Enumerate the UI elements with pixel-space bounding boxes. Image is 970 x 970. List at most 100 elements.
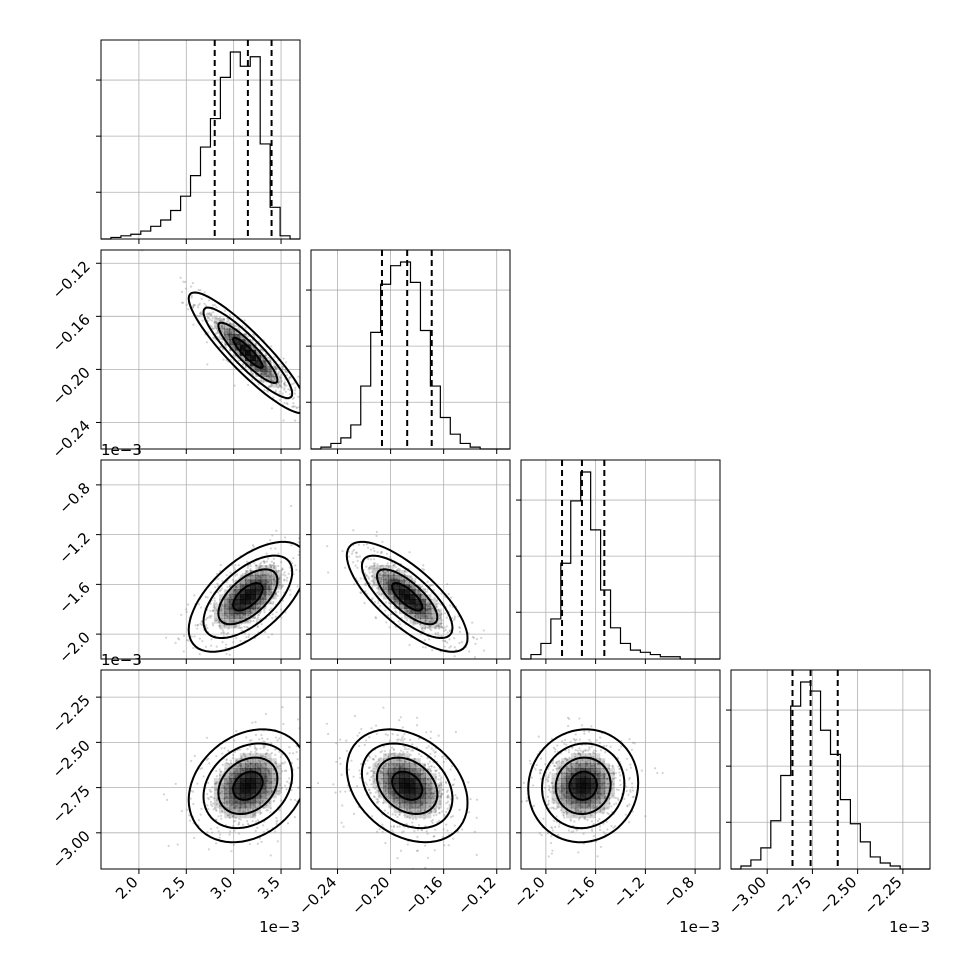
density-cell: [224, 778, 230, 784]
sample-point: [278, 792, 281, 795]
density-cell: [239, 603, 246, 610]
sample-point: [206, 315, 209, 318]
sample-point: [200, 297, 203, 300]
sample-point: [220, 604, 224, 607]
sample-point: [205, 341, 209, 344]
sample-point: [262, 602, 265, 605]
sample-point: [458, 808, 461, 811]
sample-point: [237, 764, 240, 767]
density-cell: [570, 768, 577, 774]
sample-point: [387, 763, 391, 766]
sample-point: [275, 529, 278, 532]
sample-point: [237, 809, 240, 812]
density-group: [551, 753, 615, 819]
sample-point: [275, 816, 278, 820]
sample-point: [565, 765, 569, 769]
sample-point: [394, 610, 397, 613]
sample-point: [274, 736, 277, 739]
density-cell: [393, 807, 400, 814]
sample-point: [416, 835, 419, 839]
sample-point: [428, 627, 432, 631]
sample-point: [250, 569, 253, 573]
density-cell: [609, 768, 615, 774]
sample-point: [190, 296, 193, 299]
sample-point: [245, 805, 248, 808]
sample-point: [288, 746, 291, 749]
sample-point: [239, 806, 242, 809]
sample-point: [372, 558, 376, 561]
sample-point: [579, 752, 582, 756]
sample-point: [214, 586, 217, 589]
sample-point: [373, 795, 376, 798]
sample-point: [233, 805, 236, 808]
sample-point: [238, 802, 241, 806]
sample-point: [578, 738, 581, 741]
sample-point: [434, 828, 437, 831]
density-cell: [551, 773, 557, 779]
sample-point: [471, 636, 475, 639]
sample-point: [241, 363, 244, 366]
sample-point: [423, 809, 426, 812]
sample-point: [546, 779, 550, 782]
sample-point: [599, 771, 602, 774]
sample-point: [447, 794, 450, 797]
sample-point: [386, 773, 389, 776]
sample-point: [343, 566, 347, 569]
sample-point: [602, 744, 606, 748]
sample-point: [403, 569, 407, 572]
sample-point: [629, 789, 632, 792]
density-cell: [393, 773, 400, 779]
density-cell: [250, 788, 256, 794]
sample-point: [251, 378, 254, 381]
sample-point: [203, 302, 206, 305]
sample-point: [590, 745, 593, 748]
sample-point: [305, 568, 307, 570]
density-cell: [570, 783, 577, 789]
sample-point: [192, 802, 195, 806]
density-cell: [425, 773, 432, 779]
sample-point: [197, 288, 200, 292]
sample-point: [393, 574, 396, 577]
density-cell: [250, 594, 256, 600]
sample-point: [400, 737, 403, 740]
sample-point: [223, 318, 226, 321]
sample-point: [269, 547, 273, 550]
sample-point: [269, 563, 272, 566]
density-cell: [260, 797, 267, 804]
sample-point: [452, 618, 456, 622]
density-cell: [388, 565, 395, 571]
sample-point: [577, 809, 580, 812]
sample-point: [403, 733, 406, 736]
sample-point: [252, 812, 256, 815]
density-cell: [585, 807, 591, 814]
sample-point: [223, 309, 227, 312]
sample-point: [254, 812, 257, 815]
sample-point: [263, 372, 267, 376]
sample-point: [323, 424, 325, 426]
sample-point: [391, 792, 394, 796]
density-cell: [260, 768, 267, 774]
sample-point: [393, 798, 396, 801]
sample-point: [222, 630, 225, 633]
sample-point: [376, 800, 379, 804]
sample-point: [316, 781, 320, 785]
sample-point: [472, 636, 475, 640]
sample-point: [482, 629, 485, 632]
sample-point: [374, 724, 378, 727]
sample-point: [530, 776, 534, 779]
sample-point: [272, 575, 275, 578]
density-cell: [570, 763, 577, 769]
density-cell: [377, 758, 384, 764]
sample-point: [276, 819, 279, 822]
sample-point: [227, 781, 230, 784]
sample-point: [563, 789, 566, 792]
sample-point: [445, 662, 447, 664]
sample-point: [377, 759, 381, 762]
sample-point: [396, 759, 399, 762]
density-cell: [219, 608, 225, 614]
sample-point: [602, 774, 605, 777]
sample-point: [391, 794, 394, 797]
sample-point: [422, 813, 426, 816]
sample-point: [232, 753, 235, 757]
sample-point: [264, 564, 267, 568]
